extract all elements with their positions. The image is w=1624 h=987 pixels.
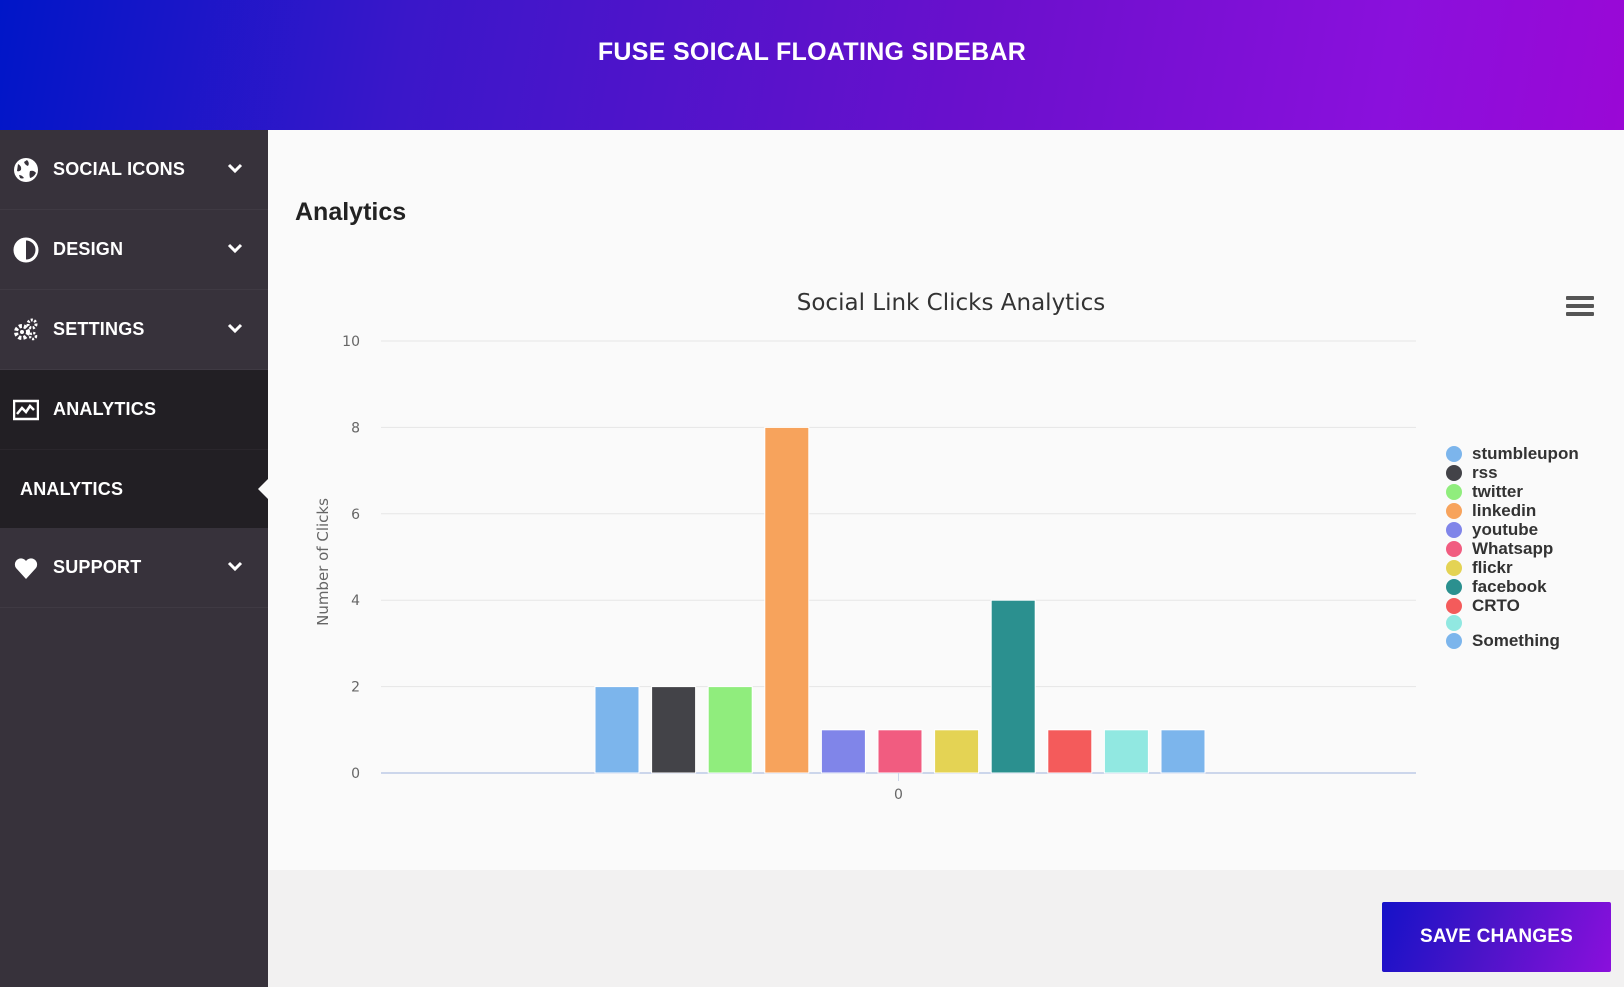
y-tick-label: 10 <box>342 334 360 350</box>
legend-marker <box>1446 559 1462 576</box>
legend-label: linkedin <box>1472 500 1537 520</box>
bar-whatsapp[interactable] <box>877 729 923 774</box>
sidebar-item-label: ANALYTICS <box>53 399 157 419</box>
legend-marker <box>1446 483 1462 500</box>
legend-item[interactable]: youtube <box>1446 520 1616 539</box>
y-tick-label: 2 <box>351 680 360 696</box>
legend-marker <box>1446 632 1462 649</box>
sidebar-subitem-analytics[interactable]: ANALYTICS <box>0 450 268 528</box>
bar-twitter[interactable] <box>707 686 753 774</box>
sidebar-item-social-icons[interactable]: SOCIAL ICONS <box>0 130 268 210</box>
chevron-down-icon <box>227 243 243 254</box>
legend-label: Whatsapp <box>1472 538 1554 558</box>
app-title: FUSE SOICAL FLOATING SIDEBAR <box>597 37 1027 66</box>
bar-chart: Social Link Clicks Analytics Number of C… <box>314 290 1416 803</box>
legend-item[interactable]: Whatsapp <box>1446 539 1616 558</box>
y-tick-label: 4 <box>351 593 360 609</box>
active-indicator <box>258 479 268 499</box>
bar-youtube[interactable] <box>820 729 866 774</box>
legend-marker <box>1446 521 1462 538</box>
legend-item[interactable]: facebook <box>1446 577 1616 596</box>
bar-crto[interactable] <box>1047 729 1093 774</box>
y-axis-label: Number of Clicks <box>314 498 332 626</box>
legend-marker <box>1446 597 1462 614</box>
legend-item[interactable]: flickr <box>1446 558 1616 577</box>
sidebar-subitem-label: ANALYTICS <box>20 478 124 499</box>
legend-label: stumbleupon <box>1472 443 1579 463</box>
chevron-down-icon <box>227 323 243 334</box>
sidebar-item-label: DESIGN <box>53 239 124 259</box>
legend-label: Something <box>1472 630 1560 650</box>
page-title: Analytics <box>295 198 407 226</box>
legend-marker <box>1446 578 1462 595</box>
chart-legend: stumbleupon rss twitter linkedin youtube What… <box>1446 444 1616 650</box>
menu-bar <box>1566 304 1594 308</box>
legend-label: facebook <box>1472 576 1547 596</box>
bar-facebook[interactable] <box>990 599 1036 774</box>
legend-label: rss <box>1472 462 1498 482</box>
legend-marker <box>1446 502 1462 519</box>
save-changes-button[interactable]: SAVE CHANGES <box>1382 902 1611 972</box>
legend-label: twitter <box>1472 481 1523 501</box>
sidebar-item-design[interactable]: DESIGN <box>0 210 268 290</box>
heart-icon <box>13 555 39 581</box>
sidebar-item-support[interactable]: SUPPORT <box>0 528 268 608</box>
legend-label: flickr <box>1472 557 1513 577</box>
sidebar-item-analytics[interactable]: ANALYTICS <box>0 370 268 450</box>
chart-menu-button[interactable] <box>1566 296 1594 318</box>
y-tick-label: 0 <box>351 766 360 782</box>
contrast-icon <box>13 237 39 263</box>
globe-icon <box>13 157 39 183</box>
gears-icon <box>13 317 39 343</box>
chart-title: Social Link Clicks Analytics <box>797 290 1105 316</box>
chart-icon <box>13 397 39 423</box>
menu-bar <box>1566 312 1594 316</box>
menu-bar <box>1566 296 1594 300</box>
sidebar-item-settings[interactable]: SETTINGS <box>0 290 268 370</box>
bar-flickr[interactable] <box>934 729 980 774</box>
y-tick-label: 6 <box>351 507 360 523</box>
bar-linkedin[interactable] <box>764 426 810 774</box>
legend-item[interactable]: stumbleupon <box>1446 444 1616 463</box>
sidebar-item-label: SOCIAL ICONS <box>53 159 186 179</box>
legend-marker <box>1446 615 1462 631</box>
legend-item[interactable]: Something <box>1446 631 1616 650</box>
legend-item[interactable]: rss <box>1446 463 1616 482</box>
legend-marker <box>1446 464 1462 481</box>
main-content: Analytics Social Link Clicks Analytics N… <box>268 130 1624 870</box>
y-tick-label: 8 <box>351 420 360 436</box>
bar-rss[interactable] <box>651 686 697 774</box>
legend-item[interactable] <box>1446 615 1616 631</box>
x-tick-label: 0 <box>894 787 903 803</box>
sidebar-item-label: SUPPORT <box>53 557 142 577</box>
bar-something[interactable] <box>1160 729 1206 774</box>
legend-label: CRTO <box>1472 595 1520 615</box>
bar-unnamed[interactable] <box>1103 729 1149 774</box>
chevron-down-icon <box>227 163 243 174</box>
legend-item[interactable]: linkedin <box>1446 501 1616 520</box>
legend-marker <box>1446 445 1462 462</box>
app-header: FUSE SOICAL FLOATING SIDEBAR <box>0 0 1624 130</box>
legend-item[interactable]: twitter <box>1446 482 1616 501</box>
legend-item[interactable]: CRTO <box>1446 596 1616 615</box>
sidebar-item-label: SETTINGS <box>53 319 145 339</box>
legend-label: youtube <box>1472 519 1539 539</box>
bar-stumbleupon[interactable] <box>594 686 640 774</box>
sidebar: SOCIAL ICONS DESIGN SETTINGS ANALYTICS A… <box>0 130 268 987</box>
legend-marker <box>1446 540 1462 557</box>
chevron-down-icon <box>227 561 243 572</box>
